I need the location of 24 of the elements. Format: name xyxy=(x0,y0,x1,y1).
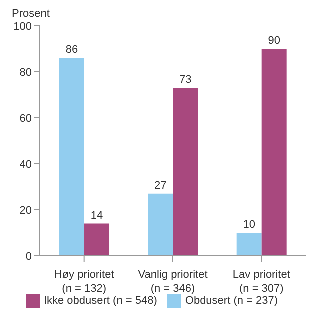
data-label: 14 xyxy=(90,210,104,222)
x-tick-label: Høy prioritet (n = 132) xyxy=(54,269,114,295)
data-label: 90 xyxy=(268,35,280,47)
bar xyxy=(60,58,85,256)
bar xyxy=(236,233,262,256)
x-tick-label: Vanlig prioritet (n = 346) xyxy=(138,269,208,295)
bar xyxy=(173,88,198,256)
data-label: 27 xyxy=(154,180,167,192)
x-tick-label: Lav prioritet (n = 307) xyxy=(232,269,290,295)
legend-label: Ikke obdusert (n = 548) xyxy=(44,294,158,307)
bar xyxy=(84,224,110,256)
y-tick-label: 100 xyxy=(14,20,32,33)
legend-label: Obdusert (n = 237) xyxy=(185,294,278,307)
data-label: 86 xyxy=(66,44,78,56)
y-tick-label: 60 xyxy=(20,112,32,125)
y-tick-label: 20 xyxy=(20,204,32,217)
data-label: 73 xyxy=(180,74,192,86)
bar xyxy=(262,49,287,256)
bar xyxy=(148,194,174,256)
y-tick-label: 40 xyxy=(20,158,32,171)
y-tick-label: 0 xyxy=(26,250,32,263)
y-tick-label: 80 xyxy=(20,66,32,79)
data-label: 10 xyxy=(243,219,256,231)
y-axis-title: Prosent xyxy=(12,8,50,20)
